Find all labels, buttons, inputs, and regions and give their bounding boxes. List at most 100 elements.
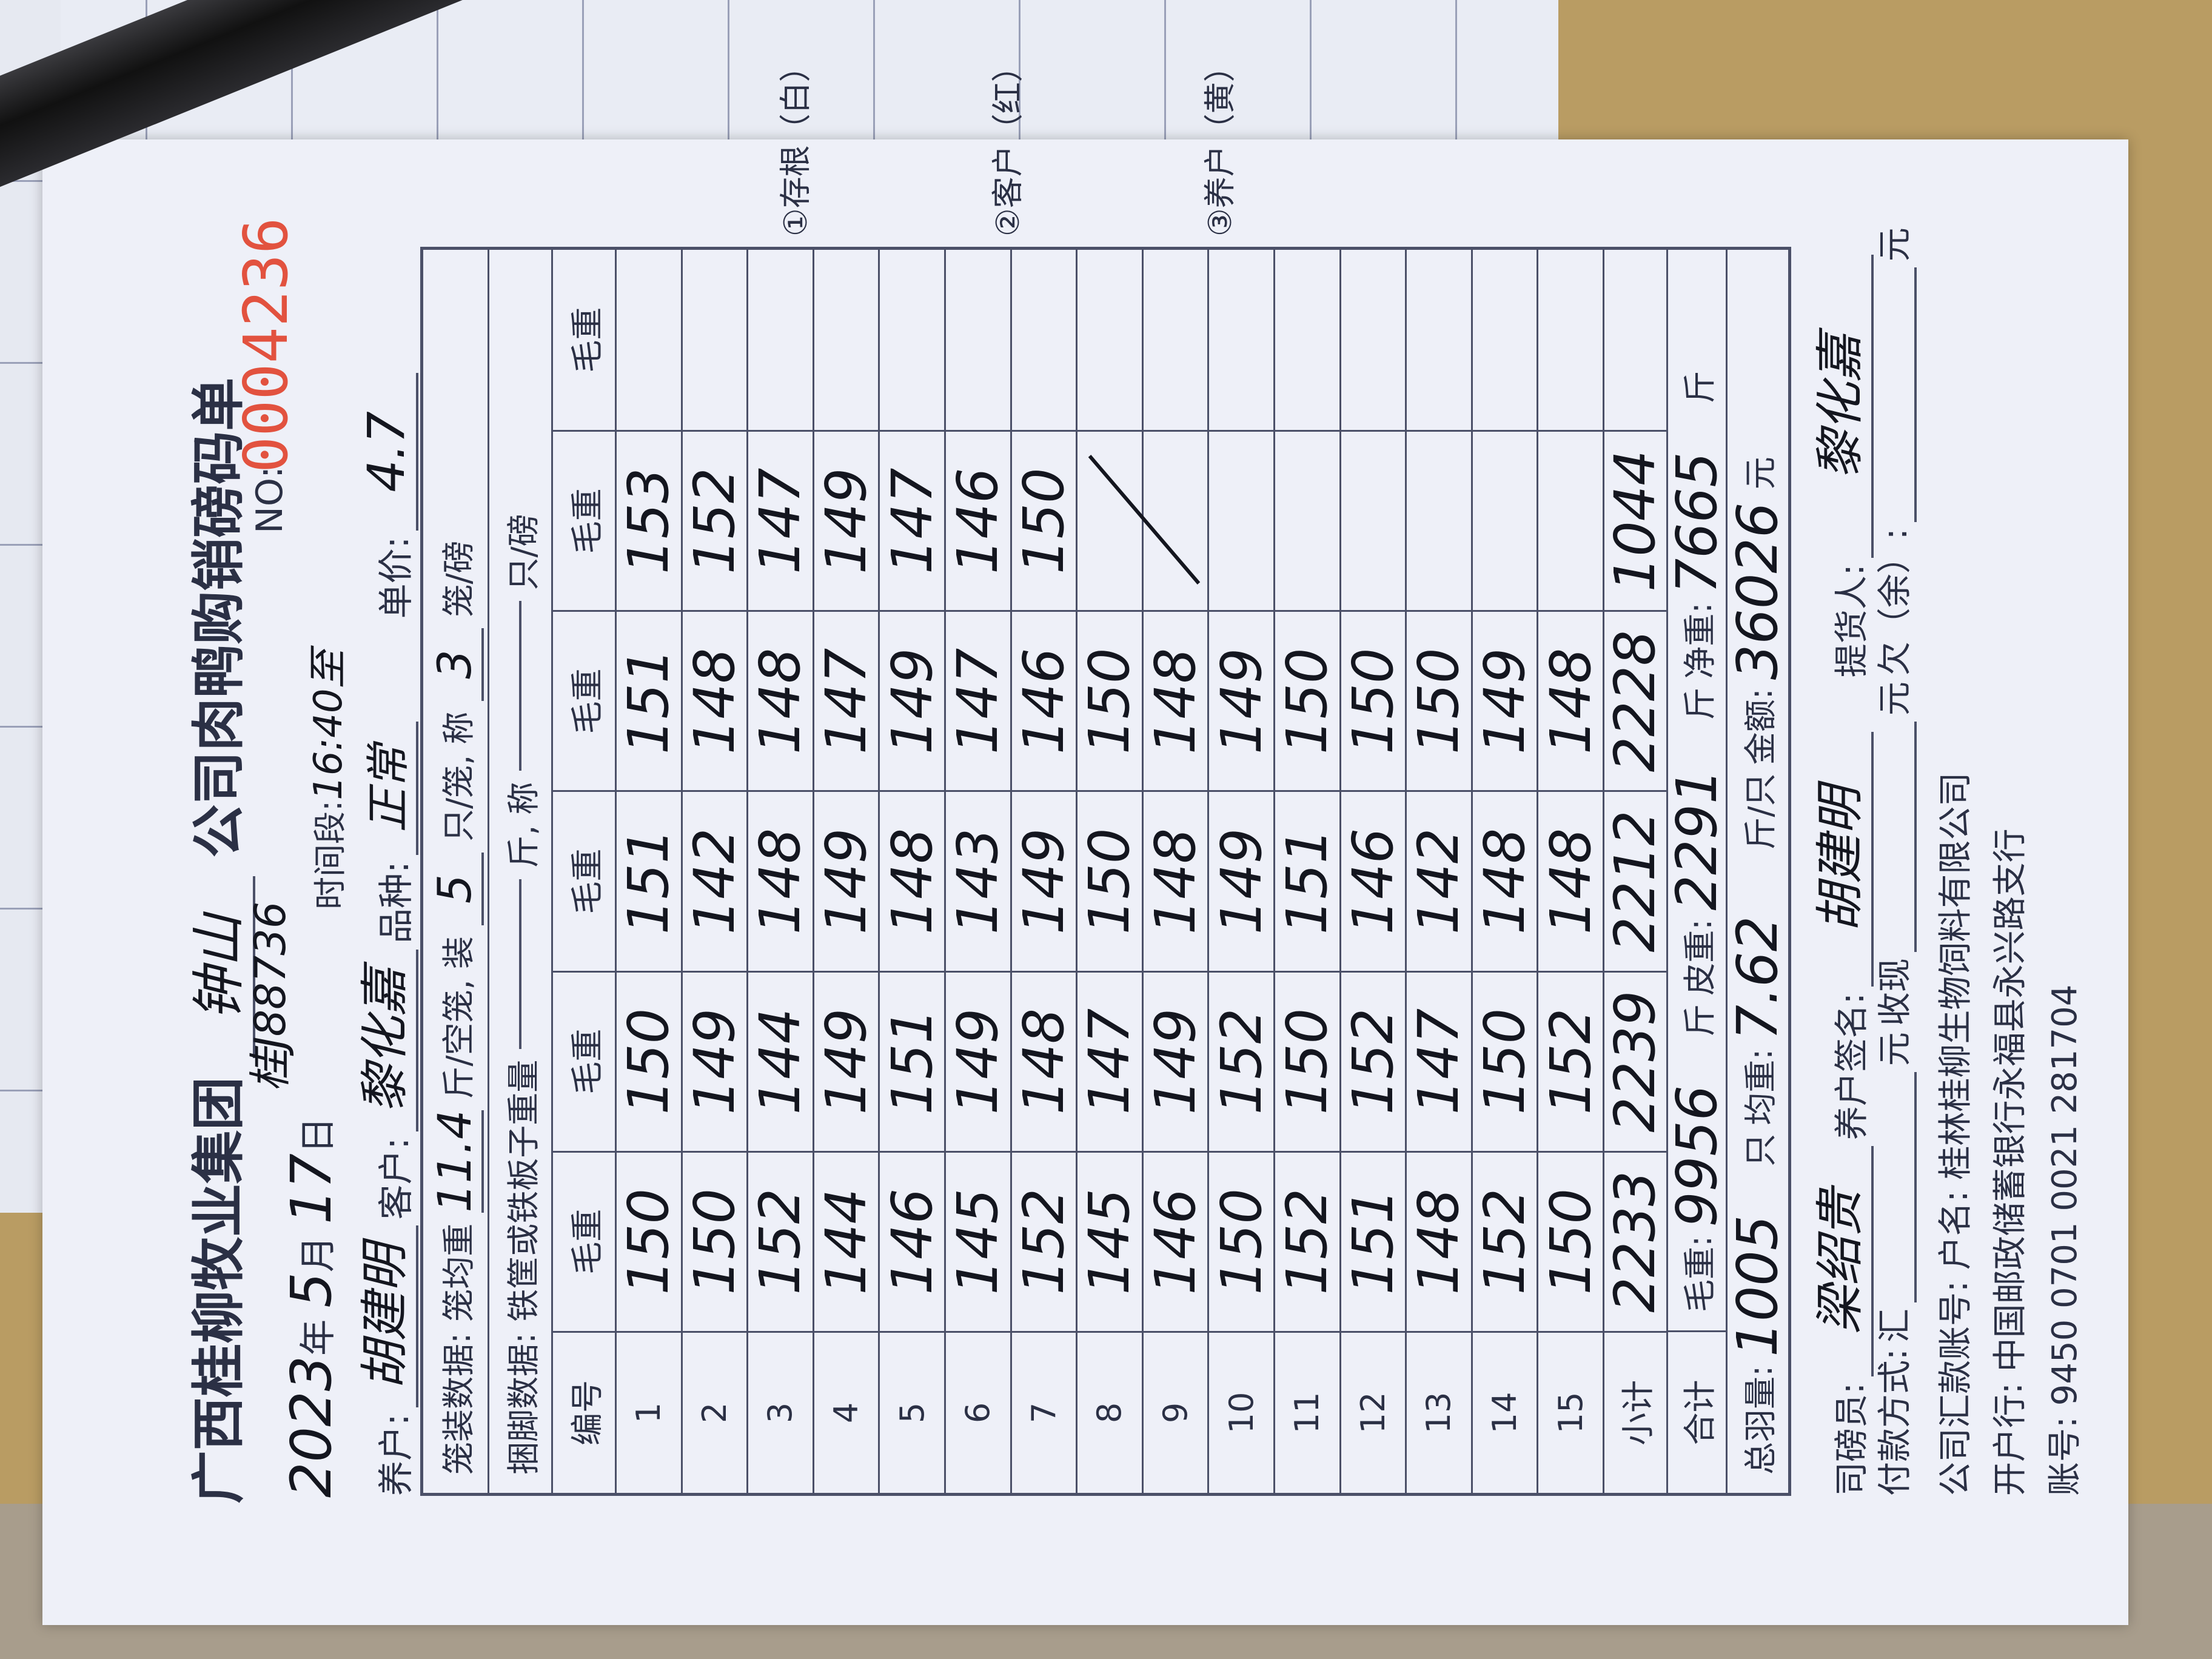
- basket-weight-label: 铁筐或铁板子重量: [504, 1059, 543, 1322]
- weight-cell: 152: [1341, 970, 1406, 1151]
- tie-data-label: 捆脚数据:: [504, 1332, 543, 1475]
- weight-cell: 149: [880, 610, 945, 791]
- weight-cell: [1209, 430, 1273, 611]
- cash-amount: [1914, 722, 1917, 953]
- copy-farmer-label: ③养户（黄）: [1202, 50, 1239, 236]
- subtotal-cell: 2212: [1603, 790, 1667, 971]
- weight-cell: 150: [616, 1150, 681, 1331]
- count-row: 总羽量: 1005 只 均重: 7.62 斤/只 金额: 36026 元: [1725, 250, 1790, 1493]
- gross-weight-header: 毛重: [568, 307, 606, 373]
- table-row: 3 152 144 148 148 147: [748, 250, 814, 1493]
- weight-cell: 146: [1341, 790, 1406, 971]
- weight-cell: 148: [1011, 970, 1076, 1151]
- weight-cell: [1341, 250, 1406, 430]
- cage-unit-1: 斤/空笼, 装: [439, 936, 478, 1099]
- slash-mark: [1088, 455, 1201, 585]
- price-label: 单价:: [375, 536, 417, 619]
- weight-cell: [1012, 250, 1076, 430]
- cage-unit-3: 笼/磅: [439, 540, 478, 617]
- time-value: 16:40至: [306, 649, 351, 800]
- cash-label: 收现: [1875, 958, 1915, 1027]
- tie-unit-2: 只/磅: [504, 514, 543, 591]
- birds-per-cage: 5: [427, 853, 484, 926]
- row-number: 12: [1341, 1330, 1406, 1493]
- subtotal-cell: 1044: [1603, 430, 1667, 611]
- weight-cell: 151: [1341, 1150, 1406, 1331]
- weight-cell: [1473, 250, 1537, 430]
- weight-cell: 148: [1538, 610, 1603, 791]
- gross-weight-header: 毛重: [553, 1150, 615, 1331]
- weight-cell: 148: [682, 610, 747, 791]
- copy-customer-label: ②客户（红）: [990, 50, 1027, 236]
- row-number: 10: [1209, 1330, 1273, 1493]
- avg-weight-label: 均重:: [1741, 1048, 1780, 1125]
- weight-cell: 146: [945, 430, 1010, 611]
- weight-cell: 147: [880, 430, 945, 611]
- gross-weight-header: 毛重: [553, 970, 615, 1151]
- gross-weight-header: 毛重: [553, 430, 615, 611]
- weight-cell: 146: [1143, 1150, 1208, 1331]
- weight-cell: 147: [1406, 970, 1471, 1151]
- table-body: 1 150 150 151 151 153 2 150 149 142 148 152 3 152 144 1…: [616, 250, 1604, 1493]
- weight-cell: 152: [748, 1150, 813, 1331]
- tie-count: [519, 601, 521, 771]
- date-month: 5: [279, 1272, 344, 1308]
- weight-cell: 152: [1472, 1150, 1537, 1331]
- table-header-row: 编号 毛重 毛重 毛重 毛重 毛重 毛重: [553, 250, 617, 1493]
- weight-cell: [1078, 250, 1142, 430]
- weight-cell: 148: [1406, 1150, 1471, 1331]
- subtotal-cell: 2233: [1603, 1150, 1667, 1331]
- cash-unit: 元: [1875, 682, 1915, 716]
- date-year: 2023: [279, 1355, 344, 1498]
- table-row: 12 151 152 146 150: [1341, 250, 1407, 1493]
- weight-cell: 147: [748, 430, 813, 611]
- customer-label: 客户:: [375, 1137, 417, 1220]
- weight-cell: 152: [1275, 1150, 1339, 1331]
- amount-label: 金额:: [1741, 688, 1780, 765]
- cage-avg-weight: 11.4: [427, 1110, 484, 1213]
- day-label: 日: [297, 1117, 340, 1154]
- bank-row: 开户行: 中国邮政储蓄银行永福县永兴路支行: [1983, 828, 2032, 1496]
- company-name: 广西桂柳牧业集团: [187, 1076, 250, 1504]
- weight-cell: 152: [682, 430, 747, 611]
- weight-cell: [1209, 250, 1273, 430]
- signature-row: 司磅员: 梁绍贵 养户签名: 胡建明 提货人: 黎化嘉: [1801, 255, 1874, 1496]
- pickup-label: 提货人:: [1832, 564, 1872, 678]
- row-number: 15: [1538, 1330, 1603, 1493]
- weight-cell: 148: [1538, 790, 1603, 971]
- row-number: 5: [880, 1330, 944, 1493]
- weight-cell: 150: [1275, 610, 1339, 791]
- weight-cell: 149: [814, 790, 879, 971]
- row-number: 7: [1011, 1330, 1076, 1493]
- subtotal-cell: 2228: [1603, 610, 1667, 791]
- cage-data-label: 笼装数据:: [439, 1332, 478, 1475]
- breed-value: 正常: [352, 722, 418, 856]
- farmer-label: 养户:: [375, 1413, 417, 1496]
- owed-unit: 元: [1875, 227, 1915, 262]
- subtotal-cell: 2239: [1603, 970, 1667, 1151]
- gross-weight: 9956: [1664, 1085, 1729, 1227]
- pickup-signature: 黎化嘉: [1801, 255, 1874, 558]
- weight-cell: [1472, 430, 1537, 611]
- weight-cell: 149: [945, 970, 1010, 1151]
- weight-cell: [617, 250, 681, 430]
- row-number: 4: [814, 1330, 879, 1493]
- account-name-label: 户名:: [1936, 1190, 1976, 1270]
- weight-cell: 151: [880, 970, 945, 1151]
- bird-count-unit: 只: [1741, 1133, 1780, 1167]
- weight-cell: [946, 250, 1010, 430]
- weight-cell: [1275, 430, 1339, 611]
- weight-cell: 148: [748, 610, 813, 791]
- date-row: 2023年 5月 17日: [279, 1117, 344, 1498]
- weight-cell: 150: [1077, 790, 1142, 971]
- table-row: 13 148 147 142 150: [1406, 250, 1473, 1493]
- gross-label: 毛重:: [1680, 1235, 1719, 1312]
- cage-data-row: 笼装数据: 笼均重 11.4 斤/空笼, 装 5 只/笼, 称 3 笼/磅: [423, 250, 489, 1493]
- weight-cell: 144: [814, 1150, 879, 1331]
- time-range: 时间段:16:40至: [297, 649, 353, 910]
- subtotal-label: 小计: [1604, 1330, 1666, 1493]
- row-number: 1: [617, 1330, 681, 1493]
- customer-name: 黎化嘉: [346, 949, 418, 1131]
- weight-cell: 153: [616, 430, 681, 611]
- weight-cell: 142: [682, 790, 747, 971]
